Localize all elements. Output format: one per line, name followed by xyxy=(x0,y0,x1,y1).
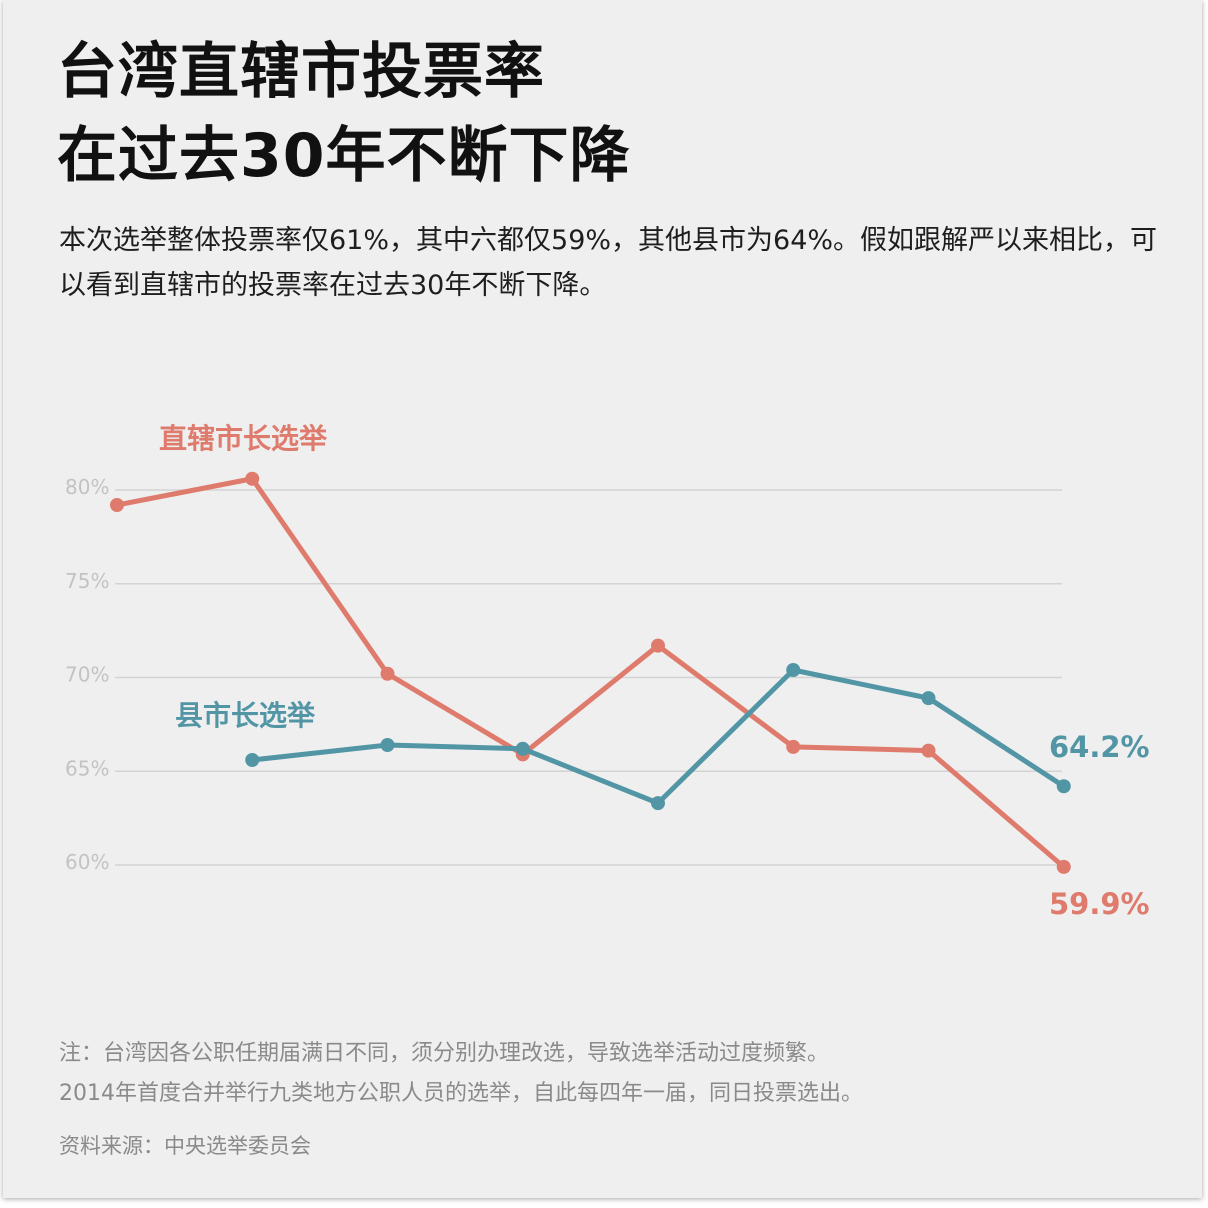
series-line xyxy=(249,667,1067,806)
y-tick-label: 65% xyxy=(65,756,109,780)
chart-card: 台湾直辖市投票率 在过去30年不断下降 本次选举整体投票率仅61%，其中六都仅5… xyxy=(3,0,1202,1198)
footnote: 注：台湾因各公职任期届满日不同，须分别办理改选，导致选举活动过度频繁。 2014… xyxy=(59,1034,863,1114)
chart-title-line-2: 在过去30年不断下降 xyxy=(57,121,631,191)
data-point xyxy=(786,739,801,754)
data-point xyxy=(921,691,936,706)
data-point xyxy=(651,796,665,811)
series-label: 直辖市长选举 xyxy=(159,422,328,455)
y-tick-label: 70% xyxy=(65,663,109,687)
data-point xyxy=(921,743,936,758)
data-point xyxy=(245,753,260,767)
y-tick-label: 75% xyxy=(65,569,109,593)
data-point xyxy=(515,741,530,756)
series-label: 县市长选举 xyxy=(175,699,316,732)
footnote-line-2: 2014年首度合并举行九类地方公职人员的选举，自此每四年一届，同日投票选出。 xyxy=(59,1081,863,1106)
chart-subtitle: 本次选举整体投票率仅61%，其中六都仅59%，其他县市为64%。假如跟解严以来相… xyxy=(59,225,1158,301)
end-value-label: 59.9% xyxy=(1049,887,1150,921)
data-point xyxy=(786,663,801,677)
y-tick-label: 80% xyxy=(65,475,109,499)
data-point xyxy=(1056,779,1071,794)
data-point xyxy=(380,738,395,752)
data-point xyxy=(110,498,124,512)
data-point xyxy=(380,666,395,681)
data-point xyxy=(1056,859,1071,874)
data-point xyxy=(651,638,665,653)
series-line xyxy=(114,476,1067,870)
chart-title: 台湾直辖市投票率 在过去30年不断下降 xyxy=(57,30,631,198)
chart-title-line-1: 台湾直辖市投票率 xyxy=(57,37,545,107)
data-source: 资料来源：中央选举委员会 xyxy=(59,1134,311,1158)
y-tick-label: 60% xyxy=(65,850,109,874)
end-value-label: 64.2% xyxy=(1049,730,1150,764)
footnote-line-1: 注：台湾因各公职任期届满日不同，须分别办理改选，导致选举活动过度频繁。 xyxy=(59,1041,830,1066)
data-point xyxy=(245,471,260,486)
